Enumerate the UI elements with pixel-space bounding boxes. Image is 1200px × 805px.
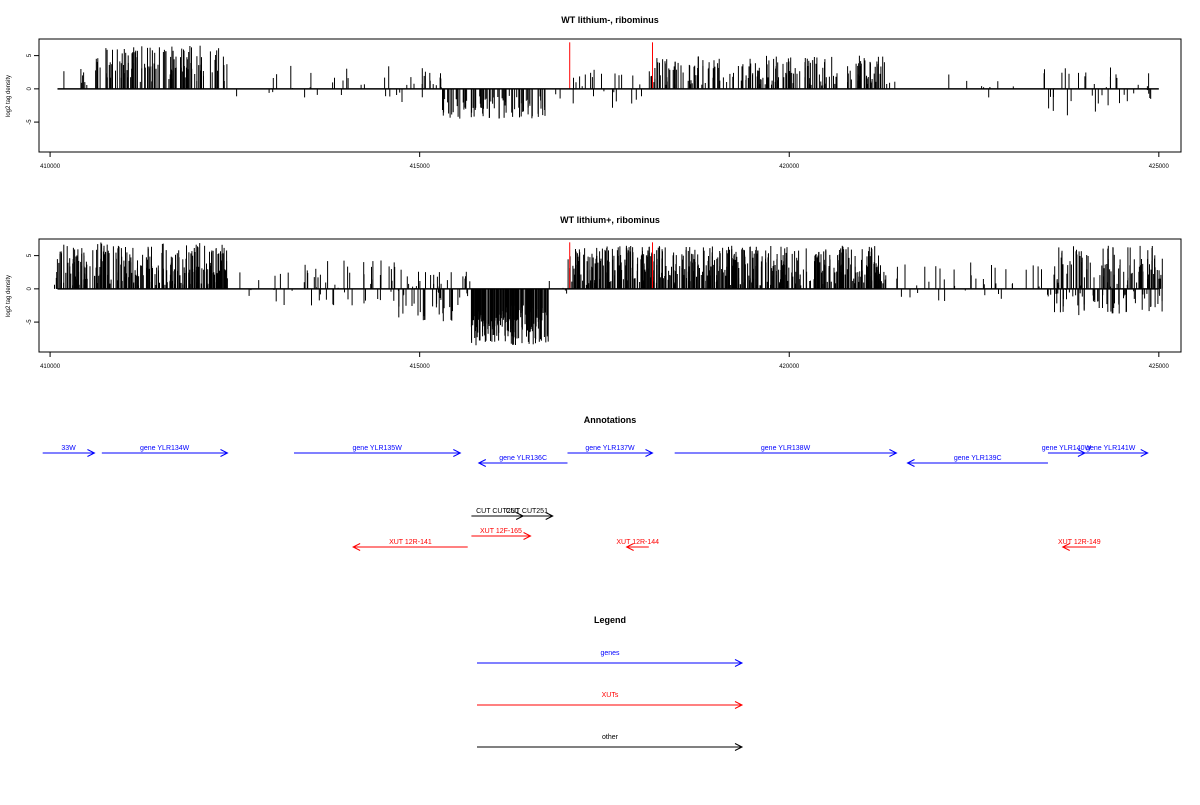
x-axis: 410000 415000 420000 425000 (40, 152, 1169, 170)
annotation-gene: gene YLR136C (477, 455, 568, 467)
strand-arrowhead (625, 543, 634, 551)
annotation-gene: gene YLR134W (101, 445, 229, 457)
y-tick-label: 5 (27, 53, 33, 57)
panel-title: WT lithium+, ribominus (560, 215, 660, 225)
annotations-track: Annotations 33W gene YLR134W gene YLR135W g… (42, 415, 1149, 551)
x-tick-label: 410000 (40, 164, 61, 170)
marker-layer (569, 42, 654, 89)
annotation-features: 33W gene YLR134W gene YLR135W gene YLR136C g… (42, 445, 1149, 551)
annotation-xut: XUT 12R-149 (1058, 539, 1101, 551)
y-tick-label: 0 (27, 87, 33, 91)
feature-label: CUT CUT250 (476, 508, 518, 515)
feature-label: gene YLR140W (1042, 445, 1092, 452)
strand-arrowhead (1140, 449, 1149, 457)
y-axis: -5 0 5 (27, 53, 39, 125)
feature-label: XUT 12F-165 (480, 528, 522, 535)
legend-label: XUTs (602, 692, 619, 699)
legend-label: genes (600, 650, 620, 657)
x-tick-label: 425000 (1149, 164, 1170, 170)
x-axis: 410000 415000 420000 425000 (40, 352, 1169, 370)
feature-label: gene YLR134W (140, 445, 190, 452)
strand-arrowhead (477, 459, 487, 467)
annotation-gene: gene YLR137W (567, 445, 654, 457)
annotation-gene: gene YLR140W (1042, 445, 1092, 457)
feature-label: XUT 12R-144 (616, 539, 659, 546)
x-tick-label: 425000 (1149, 364, 1170, 370)
annotation-gene: gene YLR135W (294, 445, 462, 457)
feature-label: gene YLR135W (353, 445, 403, 452)
plot-frame (38, 38, 1182, 153)
legend-label: other (602, 734, 619, 741)
strand-arrowhead (645, 449, 654, 457)
feature-label: gene YLR141W (1086, 445, 1136, 452)
annotation-other: CUT CUT251 (500, 508, 554, 520)
annotation-xut: XUT 12F-165 (471, 528, 532, 540)
y-axis: -5 0 5 (27, 253, 39, 325)
strand-arrowhead (906, 459, 915, 467)
legend: Legend genes XUTs other (477, 615, 744, 751)
strand-arrowhead (545, 512, 554, 520)
x-tick-label: 415000 (410, 164, 431, 170)
x-tick-label: 415000 (410, 364, 431, 370)
feature-label: gene YLR137W (585, 445, 635, 452)
feature-label: CUT CUT251 (506, 508, 548, 515)
strand-arrowhead (220, 449, 229, 457)
legend-arrowhead (734, 659, 744, 667)
annotations-title: Annotations (584, 415, 637, 425)
legend-arrowhead (734, 743, 744, 751)
marker-layer (569, 242, 654, 289)
strand-arrowhead (87, 449, 96, 457)
annotation-gene: gene YLR139C (906, 455, 1048, 467)
y-axis-label: log2 tag density (6, 75, 12, 117)
bar-layer (54, 242, 1163, 346)
strand-arrowhead (1061, 543, 1070, 551)
strand-arrowhead (523, 532, 532, 540)
annotation-xut: XUT 12R-144 (616, 539, 659, 551)
legend-item-other: other (477, 734, 744, 751)
y-tick-label: -5 (27, 119, 33, 125)
plot-frame (38, 238, 1182, 353)
legend-item-xuts: XUTs (477, 692, 744, 709)
panel-lithium-plus: WT lithium+, ribominus log2 tag density … (6, 215, 1182, 370)
y-tick-label: 0 (27, 287, 33, 291)
annotation-gene: gene YLR138W (674, 445, 898, 457)
annotation-gene: gene YLR141W (1073, 445, 1149, 457)
legend-items: genes XUTs other (477, 650, 744, 751)
legend-arrowhead (734, 701, 744, 709)
x-tick-label: 420000 (779, 364, 800, 370)
x-tick-label: 420000 (779, 164, 800, 170)
feature-label: gene YLR136C (499, 455, 547, 462)
feature-label: gene YLR139C (954, 455, 1002, 462)
annotation-xut: XUT 12R-141 (352, 539, 468, 551)
y-axis-label: log2 tag density (6, 275, 12, 317)
x-tick-label: 410000 (40, 364, 61, 370)
panel-title: WT lithium-, ribominus (561, 15, 659, 25)
strand-arrowhead (352, 543, 361, 551)
feature-label: gene YLR138W (761, 445, 811, 452)
feature-label: 33W (61, 445, 76, 452)
annotation-gene: 33W (42, 445, 96, 457)
feature-label: XUT 12R-141 (389, 539, 432, 546)
panel-lithium-minus: WT lithium-, ribominus log2 tag density … (6, 15, 1182, 170)
legend-title: Legend (594, 615, 626, 625)
y-tick-label: -5 (27, 319, 33, 325)
strand-arrowhead (453, 449, 462, 457)
strand-arrowhead (889, 449, 898, 457)
y-tick-label: 5 (27, 253, 33, 257)
bar-layer (63, 45, 1152, 119)
feature-label: XUT 12R-149 (1058, 539, 1101, 546)
legend-item-genes: genes (477, 650, 744, 667)
